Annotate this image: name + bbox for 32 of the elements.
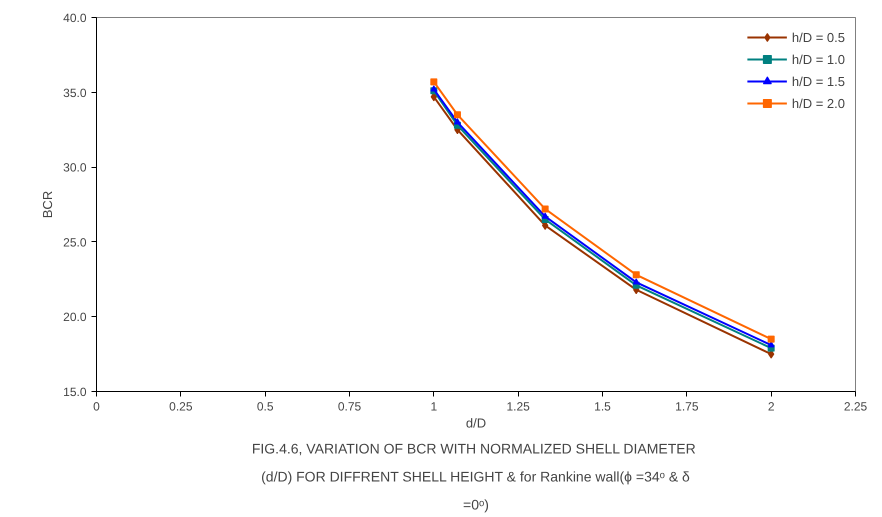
x-tick-label: 0.75 <box>338 400 362 414</box>
y-tick-label: 20.0 <box>63 310 87 324</box>
y-tick-label: 15.0 <box>63 385 87 399</box>
x-tick-label: 2.25 <box>844 400 868 414</box>
y-tick-label: 30.0 <box>63 160 87 175</box>
point <box>632 271 640 278</box>
legend-label: h/D = 0.5 <box>792 30 845 44</box>
y-tick-label: 25.0 <box>63 235 87 250</box>
x-tick-label: 1.25 <box>506 400 530 414</box>
x-tick-label: 1.75 <box>675 400 699 414</box>
legend-label: h/D = 2.0 <box>792 96 845 110</box>
x-tick-label: 0.5 <box>256 400 274 414</box>
point <box>632 278 640 285</box>
point <box>430 78 438 86</box>
point <box>542 212 549 219</box>
text: FIG.4.6, VARIATION OF BCR WITH NORMALIZED SHELL DIAMETER (d/D) FOR DIFFRENT SHELL HEIGHT & for Rankine wall(ϕ =34ᵒ & δ =0ᵒ) <box>252 440 696 512</box>
point <box>768 336 775 343</box>
point <box>454 111 461 118</box>
x-tick-label: 2 <box>768 400 775 414</box>
y-axis-title: BCR <box>40 190 56 218</box>
point <box>542 205 549 212</box>
x-tick-label: 0.25 <box>169 400 193 414</box>
point <box>454 118 461 124</box>
y-tick-label: 35.0 <box>63 86 87 100</box>
x-axis-title: d/D <box>466 416 486 430</box>
legend-label: h/D = 1.0 <box>792 52 845 66</box>
legend-label: h/D = 1.5 <box>792 74 845 88</box>
point <box>430 85 438 92</box>
x-tick-label: 0 <box>93 400 100 414</box>
x-tick-label: 1.5 <box>594 400 612 414</box>
y-tick-label: 40.0 <box>63 11 87 25</box>
x-tick-label: 1 <box>430 400 438 414</box>
